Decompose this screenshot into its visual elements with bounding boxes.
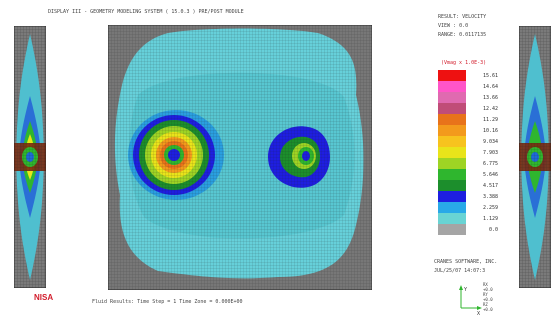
legend-swatch — [438, 213, 466, 224]
company-info: CRANES SOFTWARE, INC. JUL/25/07 14:07:3 — [434, 259, 497, 274]
legend-row: 4.517 — [438, 180, 498, 191]
legend-swatch — [438, 92, 466, 103]
legend-row: 3.388 — [438, 191, 498, 202]
timestamp: JUL/25/07 14:07:3 — [434, 268, 486, 274]
range-label: RANGE: 0.0117135 — [438, 32, 487, 38]
legend-swatch — [438, 103, 466, 114]
nisa-logo: NISA — [34, 293, 54, 302]
color-legend: 15.61 14.64 13.66 12.42 11.29 10.16 9.034 7.903… — [438, 70, 498, 235]
legend-value: 4.517 — [482, 182, 498, 189]
legend-row: 6.775 — [438, 158, 498, 169]
legend-swatch — [438, 169, 466, 180]
legend-row: 5.646 — [438, 169, 498, 180]
legend-swatch — [438, 81, 466, 92]
legend-value: 11.29 — [482, 116, 498, 123]
legend-row: 15.61 — [438, 70, 498, 81]
footer-status: Fluid Results: Time Step = 1 Time Zone =… — [92, 299, 243, 305]
legend-row: 9.034 — [438, 136, 498, 147]
legend-row: 7.903 — [438, 147, 498, 158]
legend-value: 14.64 — [482, 83, 498, 90]
triad-line: +0.0 — [483, 297, 493, 302]
triad-line: RX — [483, 282, 488, 287]
triad-rotations: RX +0.0 RY +0.0 RZ +0.0 — [483, 282, 493, 312]
legend-swatch — [438, 158, 466, 169]
result-label: RESULT: VELOCITY — [438, 14, 487, 20]
legend-value: 1.129 — [482, 215, 498, 222]
legend-value: 7.903 — [482, 149, 498, 156]
legend-title: (Vmag x 1.0E-3) — [441, 60, 487, 66]
triad-line: +0.0 — [483, 287, 493, 292]
legend-row: 14.64 — [438, 81, 498, 92]
legend-swatch — [438, 136, 466, 147]
legend-swatch — [438, 70, 466, 81]
right-side-view — [519, 26, 551, 288]
view-label: VIEW : 0.0 — [438, 23, 469, 29]
legend-value: 15.61 — [482, 72, 498, 79]
legend-value: 3.388 — [482, 193, 498, 200]
legend-swatch — [438, 125, 466, 136]
legend-swatch — [438, 191, 466, 202]
window-title: DISPLAY III - GEOMETRY MODELING SYSTEM (… — [48, 9, 244, 15]
legend-value: 10.16 — [482, 127, 498, 134]
legend-swatch — [438, 147, 466, 158]
legend-row: 10.16 — [438, 125, 498, 136]
triad-x-label: X — [477, 311, 480, 316]
legend-row: 2.259 — [438, 202, 498, 213]
legend-swatch — [438, 224, 466, 235]
triad-line: RZ — [483, 302, 488, 307]
legend-row: 0.0 — [438, 224, 498, 235]
velocity-contour-plot — [108, 25, 372, 290]
legend-value: 13.66 — [482, 94, 498, 101]
triad-line: RY — [483, 292, 488, 297]
left-side-view — [14, 26, 46, 288]
legend-value: 6.775 — [482, 160, 498, 167]
legend-value: 9.034 — [482, 138, 498, 145]
legend-value: 12.42 — [482, 105, 498, 112]
legend-row: 12.42 — [438, 103, 498, 114]
legend-row: 11.29 — [438, 114, 498, 125]
legend-swatch — [438, 114, 466, 125]
legend-value: 5.646 — [482, 171, 498, 178]
company-name: CRANES SOFTWARE, INC. — [434, 259, 498, 265]
legend-row: 13.66 — [438, 92, 498, 103]
legend-value: 2.259 — [482, 204, 498, 211]
legend-swatch — [438, 202, 466, 213]
triad-line: +0.0 — [483, 307, 493, 312]
legend-swatch — [438, 180, 466, 191]
coordinate-triad: Y X RX +0.0 RY +0.0 RZ +0.0 — [455, 282, 495, 316]
result-info: RESULT: VELOCITY VIEW : 0.0 RANGE: 0.011… — [438, 14, 486, 41]
axis-triad-icon: Y X — [459, 285, 482, 316]
legend-row: 1.129 — [438, 213, 498, 224]
triad-y-label: Y — [464, 287, 467, 293]
legend-value: 0.0 — [488, 226, 498, 233]
